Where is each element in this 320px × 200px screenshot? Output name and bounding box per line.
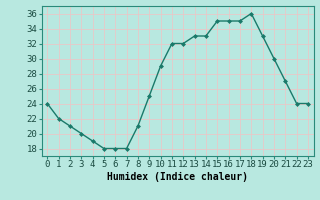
X-axis label: Humidex (Indice chaleur): Humidex (Indice chaleur) — [107, 172, 248, 182]
